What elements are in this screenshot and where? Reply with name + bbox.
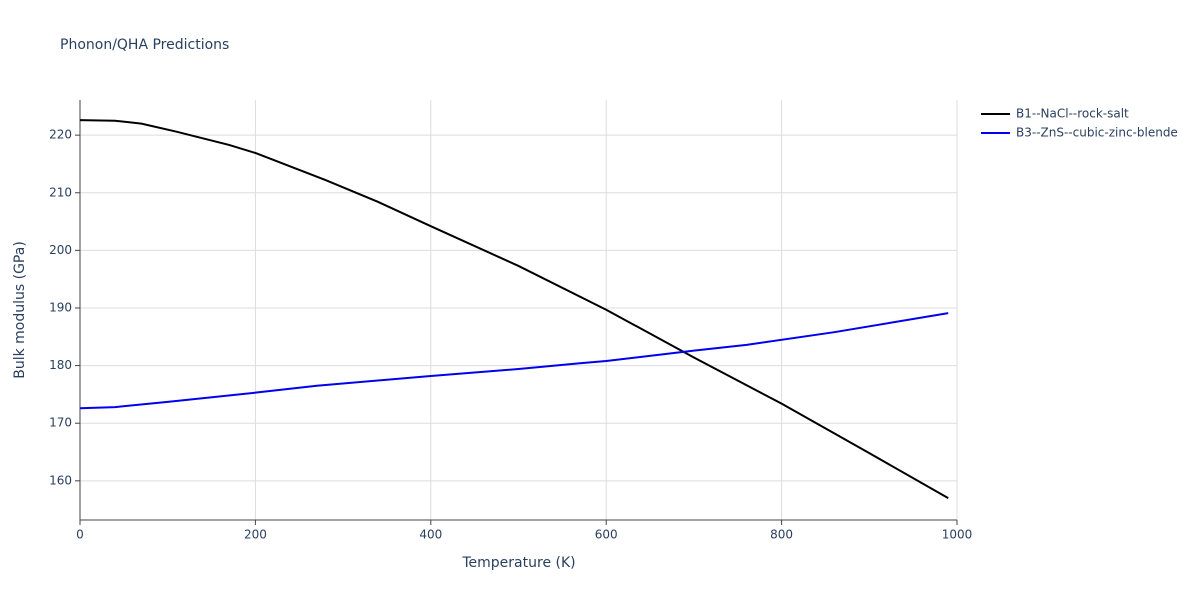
y-tick-label: 190 xyxy=(49,300,72,314)
y-axis-title: Bulk modulus (GPa) xyxy=(12,241,28,379)
legend-label: B1--NaCl--rock-salt xyxy=(1016,107,1129,121)
line-series xyxy=(79,312,949,410)
legend-label: B3--ZnS--cubic-zinc-blende xyxy=(1016,126,1178,140)
x-tick-label: 200 xyxy=(244,528,267,542)
x-tick-label: 400 xyxy=(419,528,442,542)
x-axis-title: Temperature (K) xyxy=(461,555,575,571)
chart-title: Phonon/QHA Predictions xyxy=(60,37,229,53)
y-tick-label: 170 xyxy=(49,416,72,430)
y-tick-label: 220 xyxy=(49,128,72,142)
line-series xyxy=(79,119,949,499)
y-tick-label: 160 xyxy=(49,473,72,487)
x-tick-label: 800 xyxy=(770,528,793,542)
y-tick-label: 180 xyxy=(49,358,72,372)
x-tick-label: 1000 xyxy=(942,528,973,542)
y-tick-label: 210 xyxy=(49,185,72,199)
x-tick-label: 0 xyxy=(76,528,84,542)
y-tick-label: 200 xyxy=(49,243,72,257)
x-tick-label: 600 xyxy=(595,528,618,542)
